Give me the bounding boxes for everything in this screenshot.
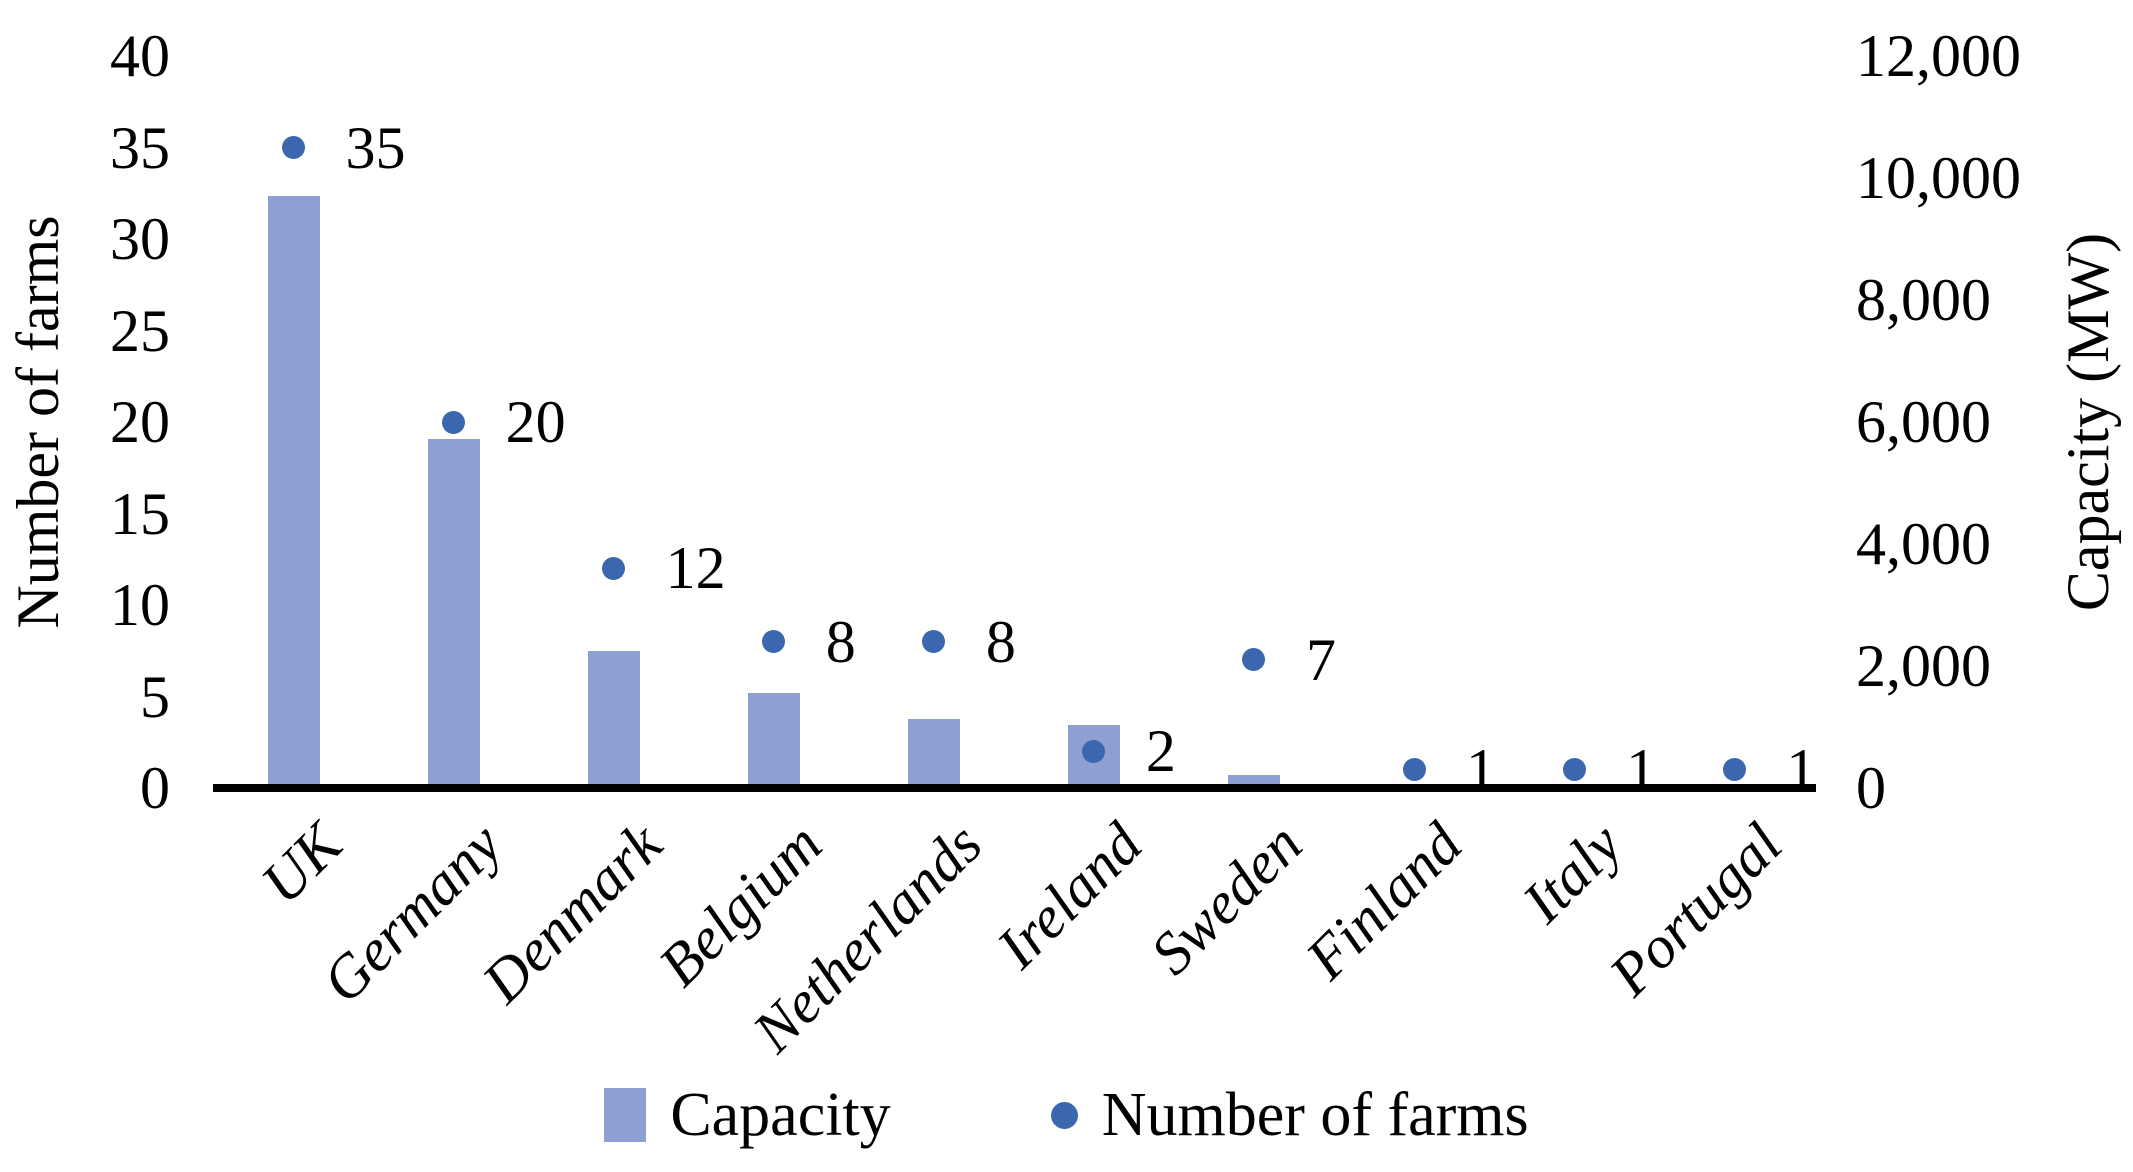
left-axis-tick-label: 20 bbox=[110, 389, 170, 455]
farms-dot-denmark bbox=[602, 556, 626, 580]
legend-item-capacity: Capacity bbox=[604, 1081, 891, 1149]
left-axis-tick-label: 0 bbox=[140, 755, 170, 821]
legend-label-farms: Number of farms bbox=[1101, 1081, 1529, 1149]
left-axis-tick-label: 40 bbox=[110, 23, 170, 89]
farms-dot-uk bbox=[282, 136, 305, 159]
farms-dot-icon bbox=[1050, 1101, 1078, 1129]
left-axis-tick-label: 30 bbox=[110, 206, 170, 272]
farms-data-label: 35 bbox=[345, 114, 406, 181]
x-axis-line bbox=[213, 784, 1816, 792]
capacity-bar-uk bbox=[267, 196, 320, 788]
left-axis-tick-label: 5 bbox=[140, 663, 170, 730]
farms-dot-sweden bbox=[1242, 648, 1266, 672]
legend-item-farms: Number of farms bbox=[1050, 1081, 1529, 1149]
right-axis-tick-label: 12,000 bbox=[1856, 23, 2021, 89]
farms-dot-finland bbox=[1402, 758, 1426, 782]
farms-dot-ireland bbox=[1082, 739, 1106, 763]
right-axis-tick-label: 8,000 bbox=[1856, 267, 1991, 333]
capacity-bar-netherlands bbox=[907, 719, 960, 788]
farms-data-label: 20 bbox=[505, 389, 566, 455]
capacity-swatch-icon bbox=[604, 1088, 647, 1142]
right-axis-tick-label: 2,000 bbox=[1856, 633, 1991, 699]
farms-data-label: 1 bbox=[1626, 736, 1657, 803]
farms-data-label: 8 bbox=[985, 608, 1016, 675]
farms-data-label: 7 bbox=[1305, 626, 1336, 693]
farms-data-label: 2 bbox=[1145, 718, 1176, 785]
left-axis-tick-label: 25 bbox=[110, 297, 170, 364]
farms-dot-netherlands bbox=[922, 630, 946, 654]
capacity-bar-belgium bbox=[747, 692, 800, 788]
farms-dot-italy bbox=[1562, 758, 1586, 782]
right-axis-tick-label: 4,000 bbox=[1856, 511, 1991, 577]
farms-data-label: 12 bbox=[665, 535, 726, 602]
capacity-bar-denmark bbox=[587, 650, 640, 788]
right-axis-tick-label: 0 bbox=[1856, 755, 1886, 821]
legend-label-capacity: Capacity bbox=[670, 1081, 891, 1149]
farms-dot-germany bbox=[442, 410, 466, 434]
farms-data-label: 1 bbox=[1786, 736, 1817, 803]
left-axis-tick-label: 15 bbox=[110, 480, 170, 547]
farms-dot-portugal bbox=[1722, 758, 1746, 782]
legend: Capacity Number of farms bbox=[0, 1080, 2133, 1150]
left-axis-tick-label: 35 bbox=[110, 114, 170, 181]
farms-data-label: 1 bbox=[1466, 736, 1497, 803]
farms-data-label: 8 bbox=[825, 608, 856, 675]
capacity-bar-germany bbox=[427, 439, 480, 788]
farms-dot-belgium bbox=[762, 630, 786, 654]
right-axis-tick-label: 10,000 bbox=[1856, 145, 2021, 211]
right-axis-tick-label: 6,000 bbox=[1856, 389, 1991, 455]
left-axis-tick-label: 10 bbox=[110, 572, 170, 638]
